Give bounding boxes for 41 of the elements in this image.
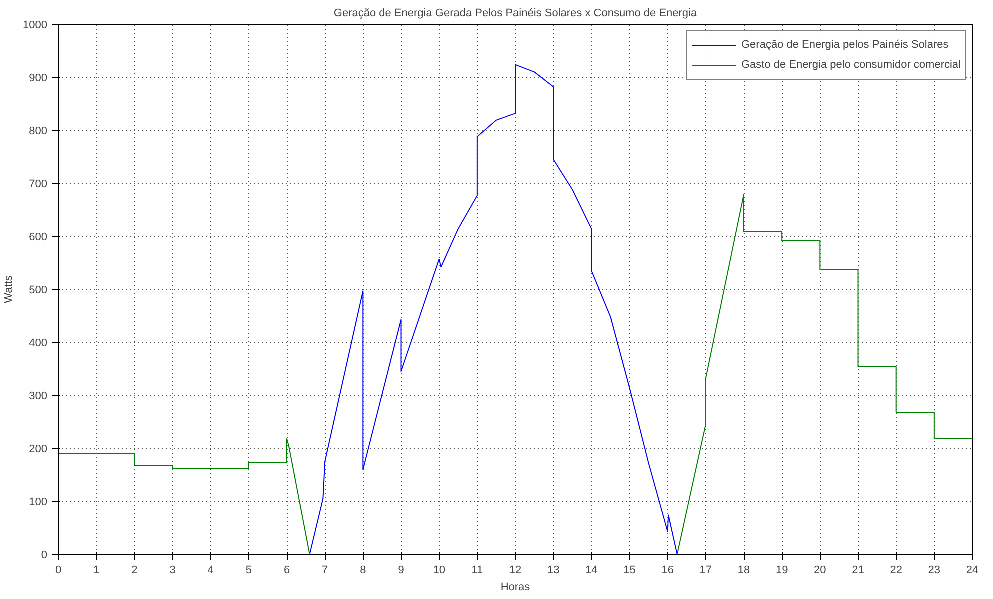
legend-label: Geração de Energia pelos Painéis Solares <box>741 39 949 51</box>
y-tick-label: 300 <box>29 390 48 402</box>
x-tick-label: 15 <box>624 564 636 576</box>
y-tick-label: 500 <box>29 284 48 296</box>
x-tick-label: 23 <box>928 564 941 576</box>
y-tick-label: 1000 <box>23 20 48 32</box>
x-tick-label: 12 <box>509 564 522 576</box>
y-tick-label: 100 <box>29 496 48 508</box>
x-axis-title: Horas <box>500 582 531 594</box>
x-tick-label: 7 <box>322 564 328 576</box>
y-tick-label: 800 <box>29 126 48 138</box>
x-tick-label: 14 <box>586 564 598 576</box>
x-tick-label: 4 <box>208 564 214 576</box>
x-tick-label: 5 <box>246 564 252 576</box>
x-tick-label: 16 <box>662 564 674 576</box>
y-tick-label: 700 <box>29 178 48 190</box>
x-tick-label: 1 <box>94 564 100 576</box>
y-tick-label: 600 <box>29 232 48 244</box>
y-axis-title: Watts <box>3 275 16 304</box>
x-tick-label: 2 <box>132 564 138 576</box>
x-tick-label: 22 <box>890 564 902 576</box>
x-tick-label: 18 <box>738 564 750 576</box>
y-tick-label: 900 <box>29 72 48 84</box>
x-tick-label: 21 <box>852 564 864 576</box>
x-tick-label: 11 <box>472 564 484 576</box>
x-tick-label: 17 <box>700 564 712 576</box>
x-tick-label: 19 <box>776 564 788 576</box>
chart-title: Geração de Energia Gerada Pelos Painéis Solares x Consumo de Energia <box>334 8 698 20</box>
x-tick-label: 3 <box>170 564 176 576</box>
x-tick-label: 24 <box>966 564 979 576</box>
y-tick-label: 400 <box>29 338 48 350</box>
x-tick-label: 13 <box>547 564 560 576</box>
y-tick-label: 0 <box>41 550 48 562</box>
legend-label: Gasto de Energia pelo consumidor comercial <box>741 59 961 71</box>
x-tick-label: 9 <box>398 564 404 576</box>
x-tick-label: 20 <box>814 564 826 576</box>
x-tick-label: 6 <box>284 564 290 576</box>
x-tick-label: 0 <box>55 564 62 576</box>
x-tick-label: 8 <box>360 564 366 576</box>
x-tick-label: 10 <box>433 564 446 576</box>
y-tick-label: 200 <box>29 444 48 456</box>
